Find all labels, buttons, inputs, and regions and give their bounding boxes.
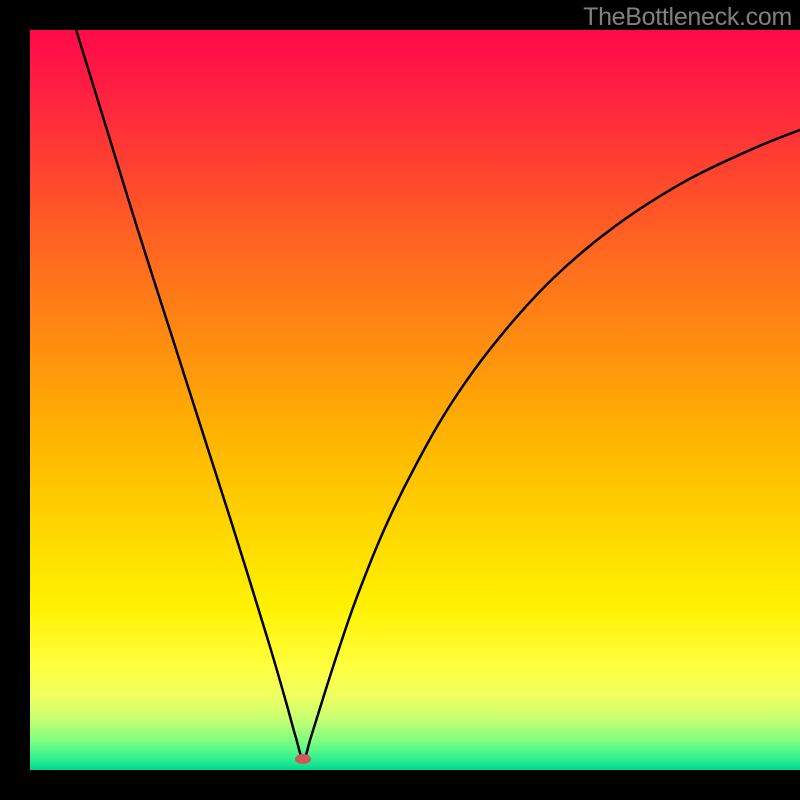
- minimum-marker: [295, 754, 311, 764]
- chart-outer-frame: TheBottleneck.com: [0, 0, 800, 800]
- curve-layer: [30, 30, 800, 770]
- watermark-text: TheBottleneck.com: [583, 3, 792, 32]
- plot-area: [30, 30, 800, 770]
- bottleneck-curve: [76, 30, 800, 759]
